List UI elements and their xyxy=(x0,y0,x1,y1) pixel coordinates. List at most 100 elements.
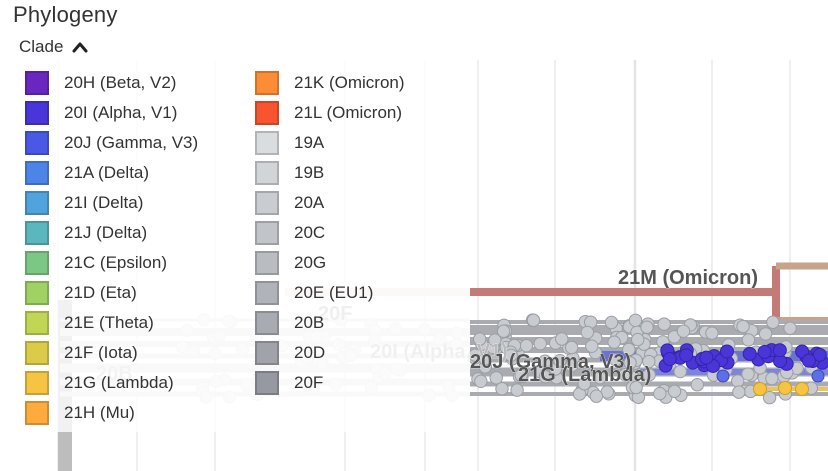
legend-column-1: 20H (Beta, V2) 20I (Alpha, V1) 20J (Gamma,… xyxy=(25,68,255,428)
tree-tip-alpha xyxy=(757,344,772,359)
legend-label: 20F xyxy=(294,373,324,392)
tree-tip xyxy=(504,348,518,363)
chevron-up-icon xyxy=(72,42,88,53)
legend-label: 20E (EU1) xyxy=(294,283,374,302)
tree-tip xyxy=(667,384,682,398)
legend-item[interactable]: 20D xyxy=(255,338,485,368)
legend-backdrop xyxy=(0,60,470,432)
tree-tip-alpha xyxy=(719,344,734,359)
legend-label: 21F (Iota) xyxy=(64,343,138,362)
legend-swatch xyxy=(255,371,279,395)
legend-label: 21L (Omicron) xyxy=(294,103,403,122)
tree-tip xyxy=(473,332,487,346)
legend-item[interactable]: 19A xyxy=(255,128,485,158)
legend-item[interactable]: 21K (Omicron) xyxy=(255,68,485,98)
tree-tip xyxy=(555,332,569,346)
legend-label: 20B xyxy=(294,313,325,332)
legend-item[interactable]: 21I (Delta) xyxy=(25,188,255,218)
tree-tip xyxy=(642,354,656,369)
legend-swatch xyxy=(25,401,49,425)
tree-tip xyxy=(622,342,636,357)
tree-tip xyxy=(593,371,607,385)
tree-tip xyxy=(642,368,656,382)
legend-swatch xyxy=(255,311,279,335)
tree-tip xyxy=(618,367,632,382)
legend-item[interactable]: 21H (Mu) xyxy=(25,398,255,428)
tree-tip xyxy=(538,370,553,384)
tree-tip-alpha xyxy=(801,353,816,368)
tree-tip xyxy=(565,358,579,373)
legend-label: 20C xyxy=(294,223,326,242)
legend-label: 20A xyxy=(294,193,325,212)
tree-tip-gamma xyxy=(811,369,825,383)
legend-swatch xyxy=(255,71,279,95)
legend-label: 20I (Alpha, V1) xyxy=(64,103,178,122)
legend-item[interactable]: 20I (Alpha, V1) xyxy=(25,98,255,128)
tree-tip xyxy=(478,352,492,366)
tree-tip xyxy=(673,364,687,379)
legend-label: 20H (Beta, V2) xyxy=(64,73,177,92)
legend-swatch xyxy=(25,371,49,395)
tree-tip xyxy=(623,356,637,370)
legend-swatch xyxy=(25,251,49,275)
legend-swatch xyxy=(25,161,49,185)
legend-item[interactable]: 21F (Iota) xyxy=(25,338,255,368)
legend-item[interactable]: 20F xyxy=(255,368,485,398)
legend-swatch xyxy=(255,131,279,155)
legend-label: 21A (Delta) xyxy=(64,163,150,182)
branch-label: 21G (Lambda) xyxy=(518,364,651,386)
legend-item[interactable]: 20H (Beta, V2) xyxy=(25,68,255,98)
legend-item[interactable]: 20A xyxy=(255,188,485,218)
legend-swatch xyxy=(25,221,49,245)
tree-tip xyxy=(526,313,541,327)
legend-label: 20G xyxy=(294,253,327,272)
legend-label: 20D xyxy=(294,343,326,362)
tree-tip xyxy=(564,340,579,355)
legend-label: 21G (Lambda) xyxy=(64,373,174,392)
tree-tip xyxy=(589,389,604,403)
legend-item[interactable]: 20C xyxy=(255,218,485,248)
legend-item[interactable]: 19B xyxy=(255,158,485,188)
tree-tip xyxy=(765,371,779,386)
legend-swatch xyxy=(25,341,49,365)
branch-label: 21M (Omicron) xyxy=(618,267,758,289)
legend-swatch xyxy=(255,221,279,245)
tree-tip xyxy=(577,377,592,391)
legend-swatch xyxy=(255,341,279,365)
legend-label: 21K (Omicron) xyxy=(294,73,405,92)
tree-tip xyxy=(690,378,705,392)
legend-item[interactable]: 21D (Eta) xyxy=(25,278,255,308)
legend-item[interactable]: 20J (Gamma, V3) xyxy=(25,128,255,158)
tree-tip xyxy=(609,353,623,367)
tree-tip xyxy=(580,325,595,340)
legend-swatch xyxy=(25,71,49,95)
tree-tip-alpha xyxy=(742,346,757,361)
branch-label: 20J (Gamma, V3) xyxy=(470,351,631,373)
tree-tip xyxy=(538,354,552,368)
tree-tip xyxy=(495,382,509,396)
tree-tip xyxy=(604,315,619,330)
tree-tip xyxy=(553,354,567,368)
tree-tip xyxy=(705,326,719,340)
legend-item[interactable]: 21L (Omicron) xyxy=(255,98,485,128)
legend-swatch xyxy=(255,191,279,215)
legend-toggle-button[interactable]: Clade xyxy=(19,37,89,57)
legend-swatch xyxy=(255,161,279,185)
tree-tip xyxy=(585,339,599,353)
tree-tip xyxy=(762,390,777,405)
legend-item[interactable]: 21E (Theta) xyxy=(25,308,255,338)
legend-swatch xyxy=(255,251,279,275)
legend-item[interactable]: 20B xyxy=(255,308,485,338)
legend-item[interactable]: 21A (Delta) xyxy=(25,158,255,188)
tree-tip xyxy=(676,324,691,338)
legend-item[interactable]: 21J (Delta) xyxy=(25,218,255,248)
legend-label: 21E (Theta) xyxy=(64,313,154,332)
legend-item[interactable]: 21C (Epsilon) xyxy=(25,248,255,278)
tree-tip-alpha xyxy=(772,343,787,358)
tree-tip xyxy=(758,327,773,341)
legend-item[interactable]: 20E (EU1) xyxy=(255,278,485,308)
legend-item[interactable]: 20G xyxy=(255,248,485,278)
legend-item[interactable]: 21G (Lambda) xyxy=(25,368,255,398)
legend-label: 19A xyxy=(294,133,325,152)
legend-toggle-label: Clade xyxy=(19,37,64,56)
